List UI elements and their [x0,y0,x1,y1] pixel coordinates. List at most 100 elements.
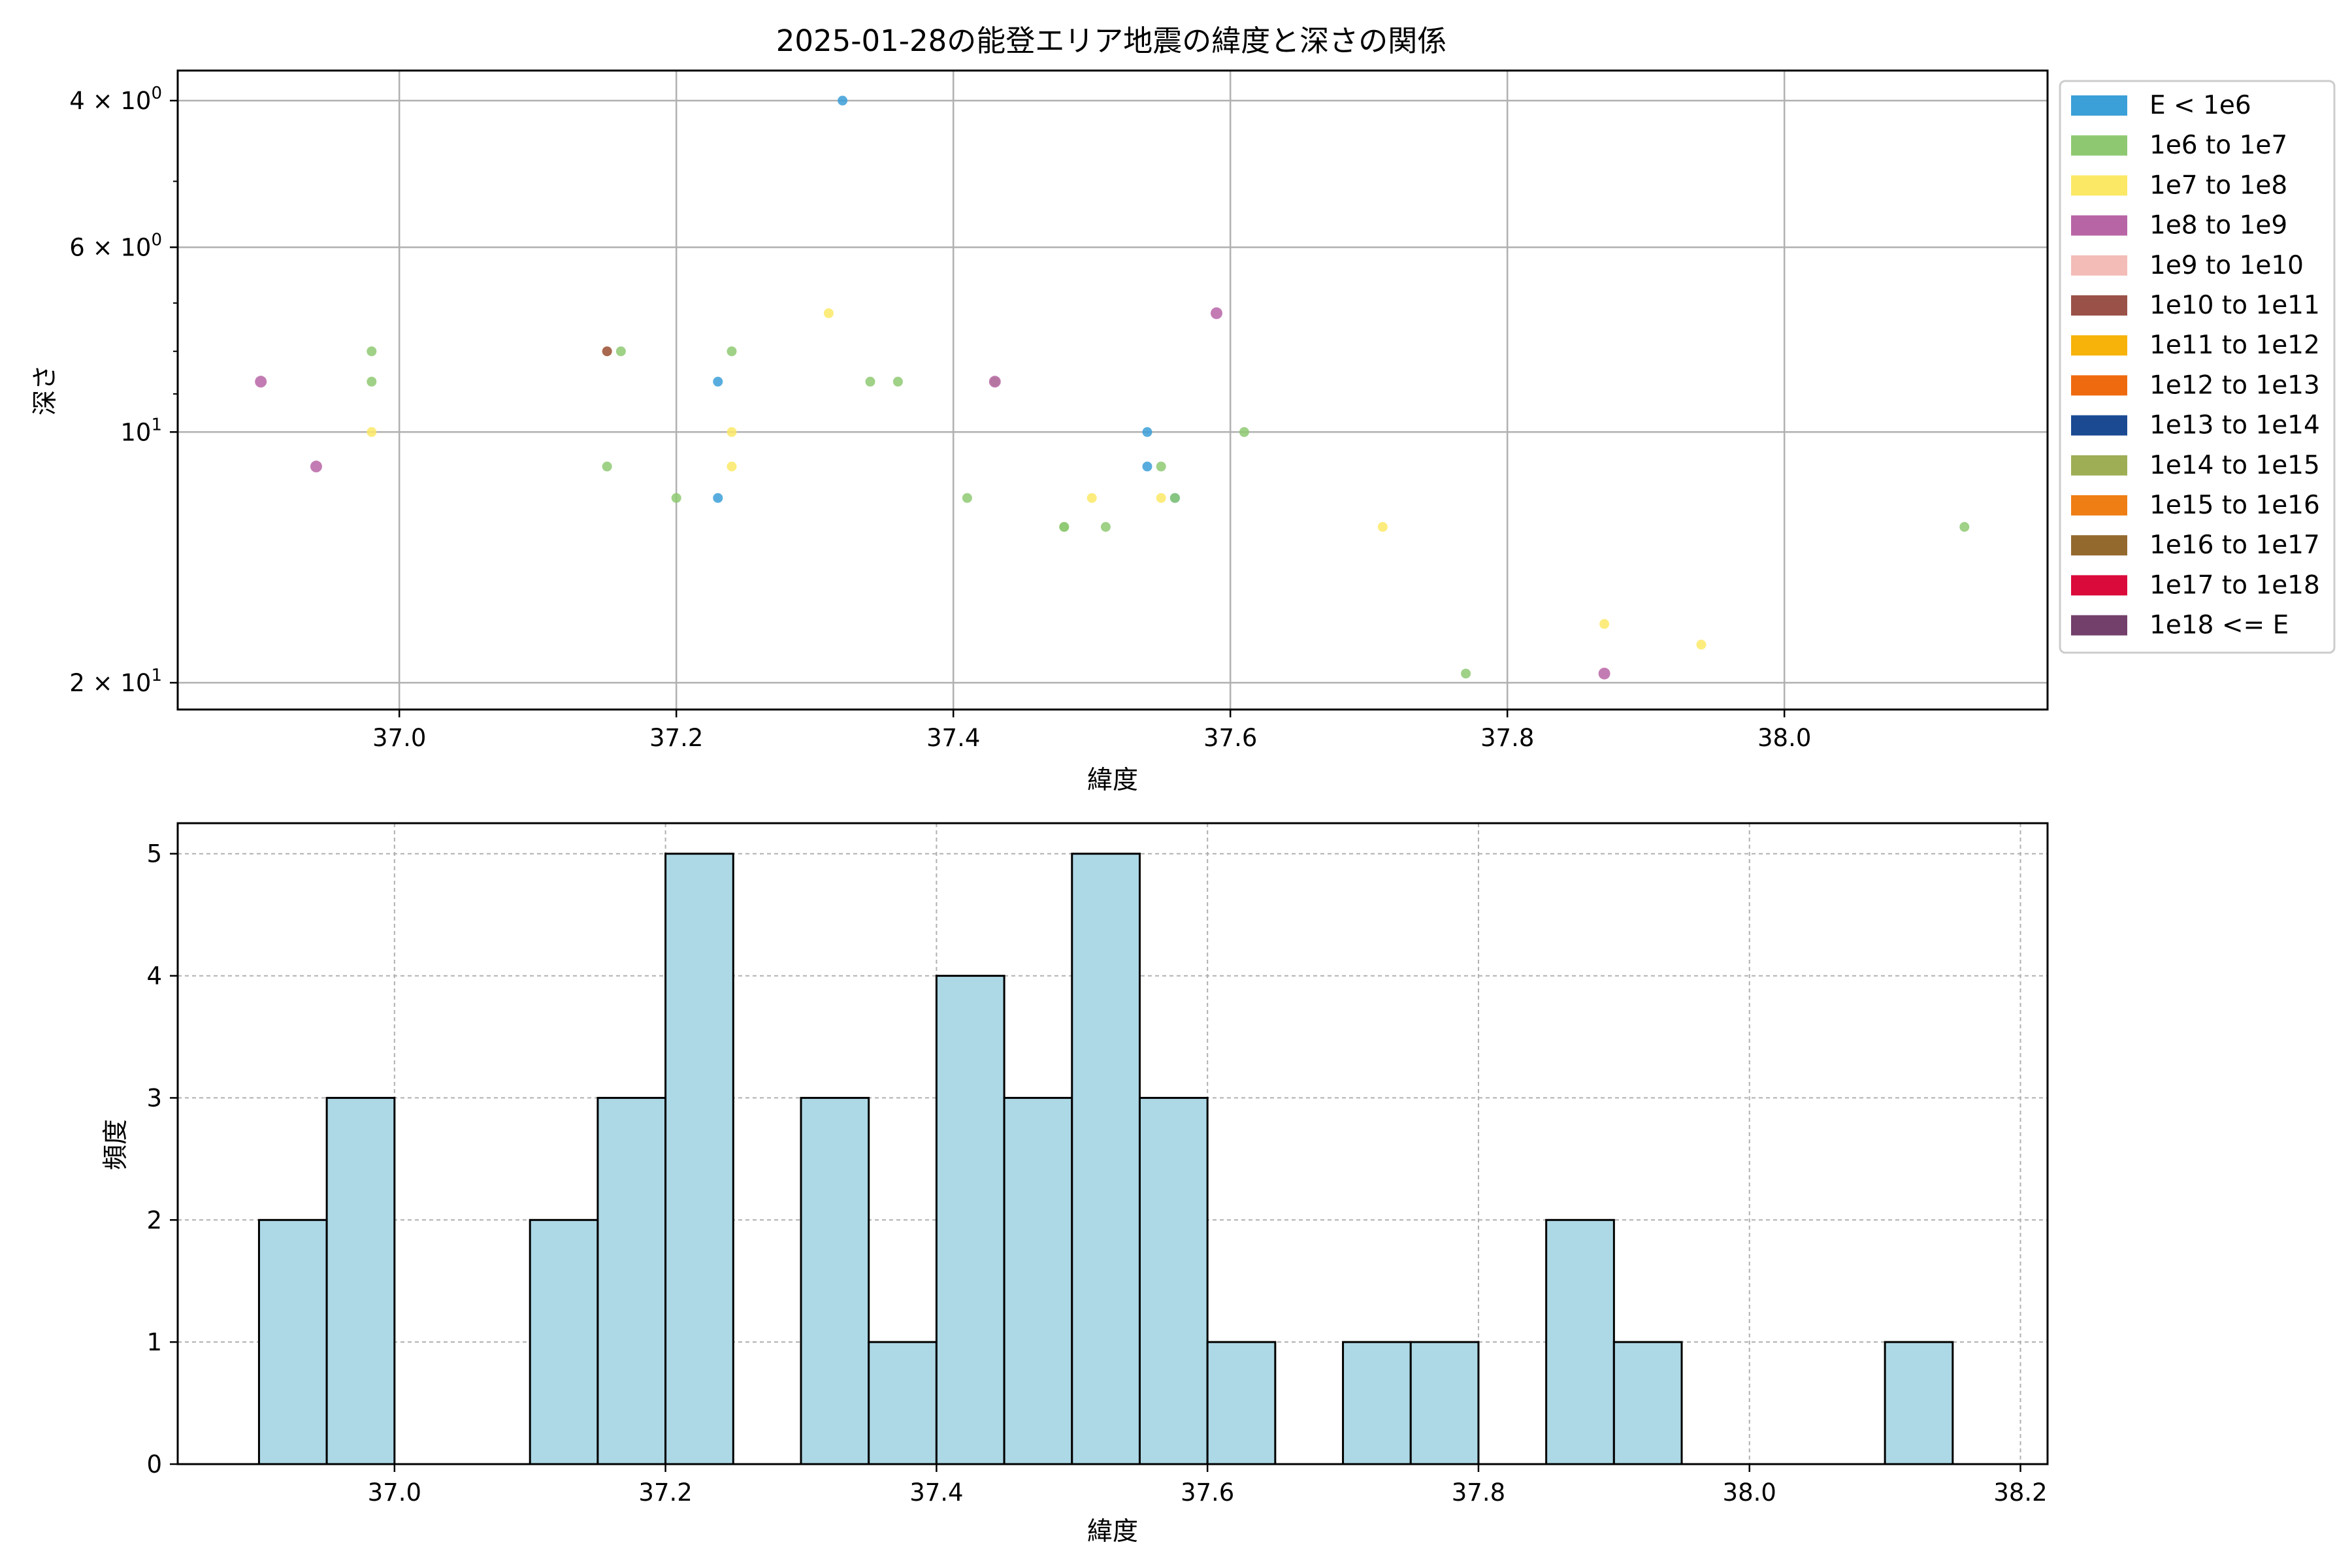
histogram-chart: 37.0 37.2 37.4 37.6 37.8 38.0 38.2 0 1 2 3 4 5 緯度 頻… [101,822,2049,1546]
histogram-plot-frame [176,822,2049,1465]
histogram-bar [1612,1341,1683,1465]
histogram-x-tick-label: 37.4 [909,1478,963,1507]
legend-swatch [2071,215,2127,236]
scatter-point [602,461,612,472]
scatter-point [727,346,737,357]
histogram-bar [664,853,734,1465]
legend-swatch [2071,415,2127,436]
legend-swatch [2071,255,2127,276]
legend-label: E < 1e6 [2149,91,2251,120]
scatter-point [255,376,267,388]
legend-swatch [2071,535,2127,556]
histogram-x-tick-label: 38.0 [1723,1478,1776,1507]
histogram-y-tick-label: 2 [146,1206,162,1234]
histogram-y-ticks: 0 1 2 3 4 5 [146,840,178,1478]
histogram-y-tick-label: 4 [146,962,162,990]
histogram-x-tick-label: 37.6 [1181,1478,1234,1507]
scatter-x-tick-label: 37.2 [649,724,703,752]
legend-label: 1e10 to 1e11 [2149,291,2320,320]
legend-swatch [2071,295,2127,316]
chart-title: 2025-01-28の能登エリア地震の緯度と深さの関係 [776,24,1447,58]
histogram-bar [529,1218,599,1465]
histogram-bar [935,975,1005,1465]
scatter-chart: 2025-01-28の能登エリア地震の緯度と深さの関係 37.0 37.2 37.4… [31,24,2336,795]
legend-swatch [2071,455,2127,476]
scatter-point [1598,667,1610,679]
legend-label: 1e12 to 1e13 [2149,370,2320,400]
scatter-point [1156,493,1166,503]
legend-label: 1e17 to 1e18 [2149,570,2320,600]
scatter-point [1696,640,1707,650]
scatter-point [1211,307,1222,319]
scatter-point [713,376,723,387]
scatter-point [367,427,377,437]
legend-swatch [2071,615,2127,636]
legend-swatch [2071,495,2127,515]
histogram-y-axis-label: 頻度 [101,1119,131,1170]
legend-label: 1e18 <= E [2149,611,2289,640]
scatter-grid [178,71,2048,710]
scatter-point [988,376,1001,388]
scatter-x-tick-label: 37.8 [1480,724,1534,752]
scatter-point [1599,619,1610,629]
scatter-point [1377,522,1388,532]
scatter-point [310,461,322,473]
histogram-x-tick-label: 38.2 [1993,1478,2047,1507]
scatter-point [1156,461,1166,472]
legend-label: 1e11 to 1e12 [2149,331,2320,360]
legend-label: 1e9 to 1e10 [2149,251,2304,280]
scatter-points [255,95,1970,679]
histogram-bar [868,1341,938,1465]
scatter-y-axis-label: 深さ [31,365,60,416]
scatter-point [823,308,834,318]
histogram-x-tick-label: 37.0 [368,1478,421,1507]
histogram-x-tick-label: 37.8 [1452,1478,1505,1507]
scatter-point [367,346,377,357]
scatter-point [1959,522,1970,532]
scatter-point [727,461,737,472]
histogram-x-axis-label: 緯度 [1087,1517,1138,1546]
legend-label: 1e14 to 1e15 [2149,451,2320,480]
scatter-plot-frame [176,69,2049,711]
histogram-y-tick-label: 1 [146,1328,162,1356]
histogram-y-tick-label: 0 [146,1450,162,1478]
legend-swatch [2071,335,2127,356]
histogram-bar [800,1096,870,1465]
scatter-point [1142,427,1152,437]
scatter-point [1100,522,1111,532]
scatter-y-tick-label: 4 × 100 [69,84,162,115]
scatter-x-tick-label: 37.0 [372,724,426,752]
legend-label: 1e6 to 1e7 [2149,131,2287,160]
histogram-bar [1003,1096,1073,1465]
legend-label: 1e13 to 1e14 [2149,411,2320,440]
scatter-point [671,493,681,503]
histogram-bars [257,853,1954,1465]
scatter-point [727,427,737,437]
legend-swatch [2071,175,2127,196]
scatter-point [1169,493,1180,503]
legend-swatch [2071,575,2127,596]
scatter-x-tick-label: 38.0 [1757,724,1811,752]
scatter-point [367,376,377,387]
legend-swatch [2071,375,2127,396]
scatter-point [962,493,972,503]
histogram-bar [1071,853,1141,1465]
legend-label: 1e8 to 1e9 [2149,211,2287,240]
scatter-x-tick-label: 37.6 [1203,724,1257,752]
legend: E < 1e6 1e6 to 1e7 1e7 to 1e8 1e8 to 1e9 1e9… [2059,80,2336,654]
scatter-point [1086,493,1097,503]
scatter-y-ticks: 4 × 100 6 × 100 101 2 × 101 [69,84,178,697]
scatter-point [1142,461,1152,472]
scatter-point [838,95,848,106]
histogram-bar [1138,1096,1209,1465]
scatter-x-tick-label: 37.4 [926,724,980,752]
histogram-bar [325,1096,396,1465]
histogram-y-tick-label: 5 [146,840,162,868]
scatter-point [1239,427,1249,437]
histogram-bar [1409,1341,1480,1465]
scatter-point [1461,668,1471,679]
scatter-x-ticks: 37.0 37.2 37.4 37.6 37.8 38.0 [372,710,1811,752]
scatter-x-axis-label: 緯度 [1087,766,1138,795]
legend-swatch [2071,135,2127,156]
